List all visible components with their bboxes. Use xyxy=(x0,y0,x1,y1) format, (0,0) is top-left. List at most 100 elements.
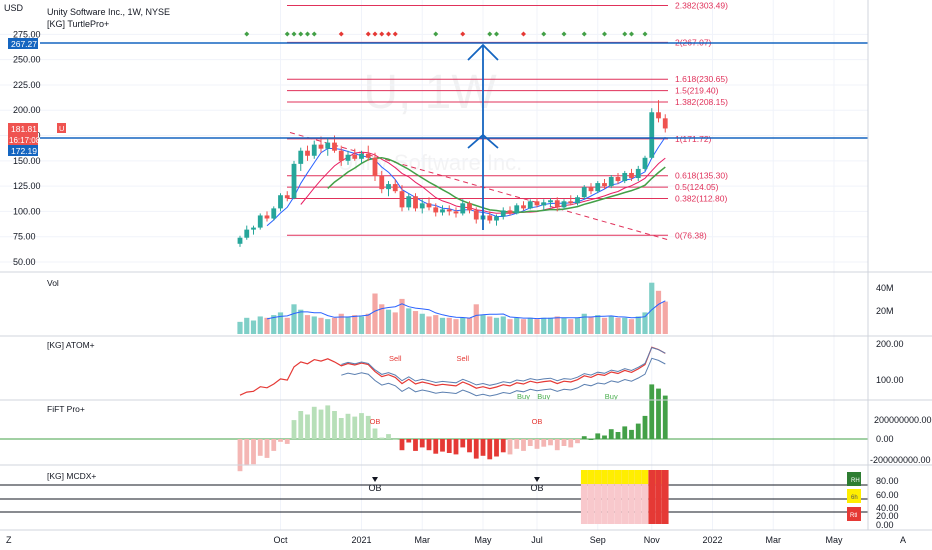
trend-line xyxy=(289,132,669,241)
candle[interactable] xyxy=(541,199,547,211)
volume-bar xyxy=(527,317,533,334)
corner-left-button[interactable]: Z xyxy=(6,535,12,545)
candle[interactable] xyxy=(629,168,634,182)
fift-pane-title[interactable]: FiFT Pro+ xyxy=(47,404,85,414)
level-a-label[interactable]: 267.27 xyxy=(8,38,38,49)
fift-indicator: OB OB xyxy=(0,384,868,472)
turtle-signal-row xyxy=(244,31,648,37)
measure-arrow[interactable] xyxy=(467,43,499,230)
corner-right-button[interactable]: A xyxy=(900,535,906,545)
candle[interactable] xyxy=(514,203,520,215)
candle[interactable] xyxy=(595,181,601,194)
candle[interactable] xyxy=(521,201,526,211)
candle[interactable] xyxy=(264,211,270,222)
candle[interactable] xyxy=(615,172,621,185)
candle[interactable] xyxy=(581,185,587,200)
fift-bar xyxy=(541,439,547,447)
volume-bar xyxy=(480,315,486,334)
candle[interactable] xyxy=(318,136,324,153)
mcdx-bar-yellow xyxy=(621,470,629,484)
candle[interactable] xyxy=(500,207,506,220)
candle[interactable] xyxy=(494,214,499,226)
candle[interactable] xyxy=(352,148,358,161)
fift-bar xyxy=(325,405,331,439)
candle[interactable] xyxy=(527,199,533,210)
candle[interactable] xyxy=(284,191,290,202)
candle[interactable] xyxy=(399,185,405,212)
candle[interactable] xyxy=(460,199,466,216)
candle[interactable] xyxy=(237,235,243,247)
candle[interactable] xyxy=(365,145,371,161)
mcdx-pane-title[interactable]: [KG] MCDX+ xyxy=(47,471,96,481)
svg-text:172.19: 172.19 xyxy=(11,146,37,156)
candle[interactable] xyxy=(244,225,250,240)
candle[interactable] xyxy=(635,165,641,182)
candle-body xyxy=(575,197,580,204)
candle[interactable] xyxy=(588,183,594,195)
symbol-legend[interactable]: Unity Software Inc., 1W, NYSE xyxy=(47,7,170,17)
candle[interactable] xyxy=(453,207,459,218)
candle-body xyxy=(541,202,547,206)
candle[interactable] xyxy=(440,205,445,216)
candle[interactable] xyxy=(406,193,412,211)
candle[interactable] xyxy=(473,207,479,224)
candle[interactable] xyxy=(575,195,580,206)
candlesticks[interactable] xyxy=(237,100,668,247)
symbol-mark-badge[interactable]: U xyxy=(57,123,66,133)
candle[interactable] xyxy=(608,174,614,189)
candle[interactable] xyxy=(649,108,655,159)
mcdx-bar-yellow xyxy=(634,470,642,484)
price-tick-label: 150.00 xyxy=(13,156,41,166)
candle[interactable] xyxy=(446,205,452,216)
candle[interactable] xyxy=(561,199,567,210)
candle[interactable] xyxy=(372,152,378,182)
candle-body xyxy=(629,172,634,179)
atom-pane-title[interactable]: [KG] ATOM+ xyxy=(47,340,95,350)
candle[interactable] xyxy=(467,201,472,214)
vol-pane-title[interactable]: Vol xyxy=(47,278,59,288)
candle[interactable] xyxy=(311,140,317,159)
level-b-label[interactable]: 172.19 xyxy=(8,145,38,156)
volume-bar xyxy=(446,317,452,334)
candle[interactable] xyxy=(642,155,648,171)
candle[interactable] xyxy=(271,206,277,221)
candle[interactable] xyxy=(534,198,540,208)
candle[interactable] xyxy=(507,206,513,216)
candle[interactable] xyxy=(278,193,283,212)
candle[interactable] xyxy=(386,181,391,197)
candle[interactable] xyxy=(419,199,425,214)
candle[interactable] xyxy=(345,150,351,165)
indicator-legend[interactable]: [KG] TurtlePro+ xyxy=(47,19,109,29)
volume-bar xyxy=(338,313,344,334)
candle-body xyxy=(386,184,391,190)
candle[interactable] xyxy=(426,197,432,211)
fift-ob-label: OB xyxy=(370,417,381,426)
candle[interactable] xyxy=(622,170,628,184)
candle[interactable] xyxy=(359,150,364,163)
candle[interactable] xyxy=(487,211,493,224)
candle[interactable] xyxy=(568,195,574,206)
candle[interactable] xyxy=(325,138,331,156)
candle-body xyxy=(251,227,256,230)
candle[interactable] xyxy=(338,145,344,166)
candle[interactable] xyxy=(433,203,439,217)
candle[interactable] xyxy=(291,160,297,200)
last-price-label[interactable]: 181.81 16:17:08 xyxy=(8,123,41,145)
fift-bar xyxy=(622,426,628,439)
currency-label[interactable]: USD xyxy=(4,3,24,13)
candle[interactable] xyxy=(392,179,398,194)
candle[interactable] xyxy=(298,147,304,171)
fift-bar xyxy=(244,439,250,466)
time-axis[interactable]: Oct 2021 Mar May Jul Sep Nov 2022 Mar May xyxy=(273,535,843,545)
candle[interactable] xyxy=(379,170,385,194)
candle[interactable] xyxy=(554,197,560,212)
candle[interactable] xyxy=(305,145,310,161)
candle[interactable] xyxy=(662,114,668,133)
candle[interactable] xyxy=(413,193,418,212)
fift-bar xyxy=(460,439,466,448)
candle[interactable] xyxy=(257,213,263,230)
candle[interactable] xyxy=(656,100,661,123)
candle[interactable] xyxy=(602,179,607,190)
candle[interactable] xyxy=(251,225,256,235)
candle[interactable] xyxy=(548,198,553,208)
